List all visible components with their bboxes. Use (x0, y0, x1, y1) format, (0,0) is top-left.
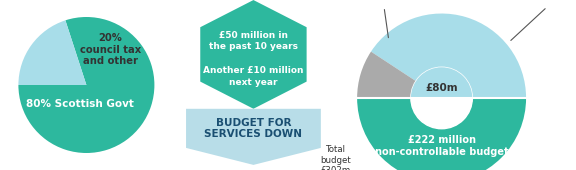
Polygon shape (200, 0, 306, 109)
Polygon shape (186, 109, 321, 165)
Text: 80% Scottish Govt: 80% Scottish Govt (26, 99, 134, 109)
Text: £222 million
non-controllable budget: £222 million non-controllable budget (375, 135, 509, 157)
Wedge shape (411, 98, 472, 129)
Text: £50 million in
the past 10 years: £50 million in the past 10 years (209, 31, 298, 51)
Wedge shape (18, 20, 86, 85)
Text: 20%
council tax
and other: 20% council tax and other (79, 33, 141, 66)
Text: Another £10 million
next year: Another £10 million next year (203, 66, 304, 87)
Wedge shape (411, 67, 472, 98)
Circle shape (411, 67, 472, 129)
Wedge shape (371, 14, 526, 98)
Text: Total
budget
£302m: Total budget £302m (321, 146, 351, 170)
Text: £80m: £80m (425, 83, 458, 93)
Wedge shape (18, 17, 154, 153)
Wedge shape (357, 98, 526, 170)
Wedge shape (357, 52, 442, 98)
Text: BUDGET FOR
SERVICES DOWN: BUDGET FOR SERVICES DOWN (204, 117, 302, 139)
